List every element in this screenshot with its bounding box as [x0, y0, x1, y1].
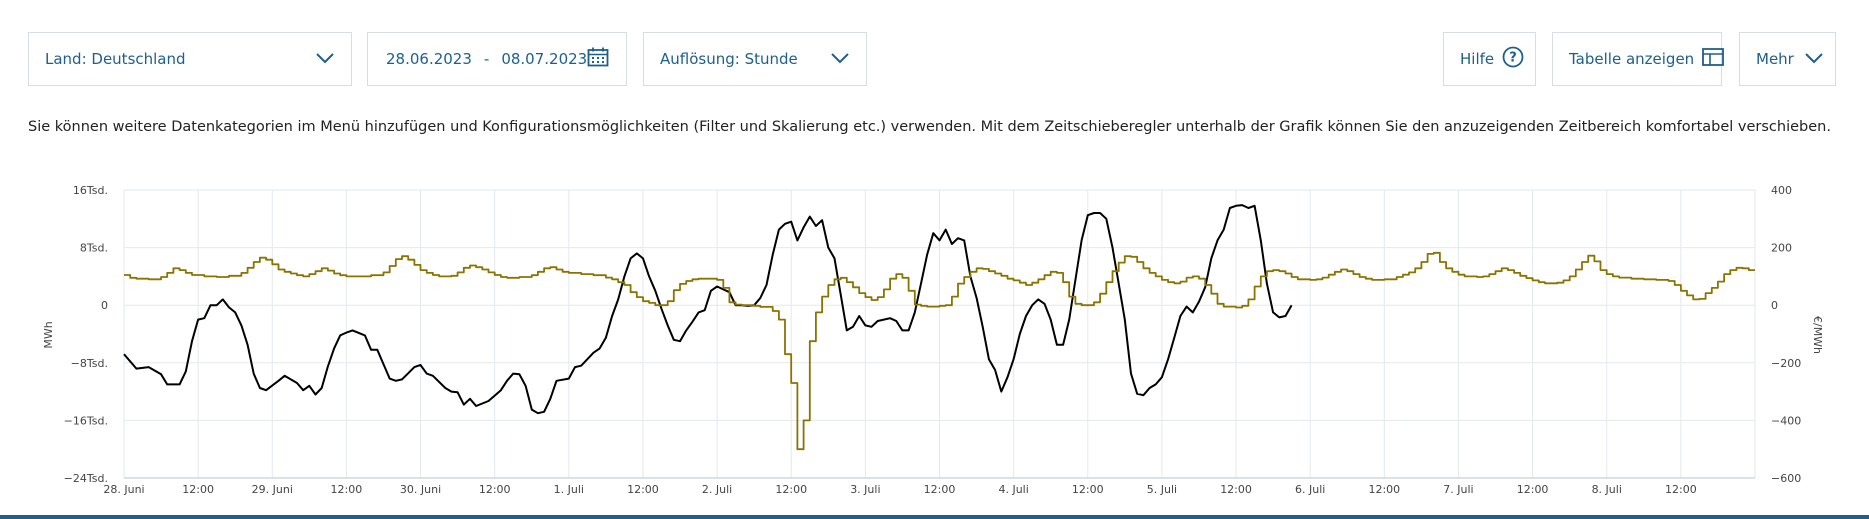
x-tick-label: 4. Juli — [998, 483, 1028, 496]
x-tick-label: 3. Juli — [850, 483, 880, 496]
country-select[interactable]: Land: Deutschland — [28, 32, 352, 86]
y2-axis-title: €/MWh — [1811, 316, 1824, 354]
x-tick-label: 12:00 — [1665, 483, 1697, 496]
y-tick-label: −8Tsd. — [71, 357, 108, 370]
x-tick-label: 12:00 — [1517, 483, 1549, 496]
info-text: Sie können weitere Datenkategorien im Me… — [28, 119, 1831, 135]
x-tick-label: 12:00 — [1368, 483, 1400, 496]
y-axis-title: MWh — [42, 321, 55, 348]
y2-tick-label: −200 — [1771, 357, 1801, 370]
help-button[interactable]: Hilfe ? — [1443, 32, 1536, 86]
chart-grid — [123, 189, 1756, 479]
chevron-down-icon — [315, 50, 335, 68]
y2-tick-label: −400 — [1771, 414, 1801, 427]
x-tick-label: 12:00 — [1220, 483, 1252, 496]
chevron-down-icon — [1804, 50, 1824, 68]
x-tick-label: 12:00 — [182, 483, 214, 496]
calendar-icon[interactable] — [587, 47, 609, 71]
more-menu-label: Mehr — [1756, 50, 1794, 68]
y2-tick-label: 0 — [1771, 299, 1778, 312]
y-tick-label: −16Tsd. — [64, 414, 108, 427]
x-tick-label: 8. Juli — [1592, 483, 1622, 496]
date-from: 28.06.2023 — [386, 50, 472, 68]
y-axis-left: −24Tsd. −16Tsd. −8Tsd. 0 8Tsd. 16Tsd. — [64, 184, 108, 485]
x-tick-label: 12:00 — [924, 483, 956, 496]
y2-tick-label: 400 — [1771, 184, 1792, 197]
table-layout-icon — [1702, 48, 1725, 70]
svg-text:?: ? — [1509, 51, 1517, 66]
y-tick-label: −24Tsd. — [64, 472, 108, 485]
y2-tick-label: −600 — [1771, 472, 1801, 485]
show-table-button[interactable]: Tabelle anzeigen — [1552, 32, 1725, 86]
date-range-picker[interactable]: 28.06.2023 - 08.07.2023 — [367, 32, 627, 86]
x-tick-label: 12:00 — [479, 483, 511, 496]
country-select-label: Land: Deutschland — [45, 50, 186, 68]
y-axis-right: −600 −400 −200 0 200 400 — [1771, 184, 1801, 485]
date-range-text: 28.06.2023 - 08.07.2023 — [386, 50, 587, 68]
more-menu-button[interactable]: Mehr — [1739, 32, 1836, 86]
date-separator: - — [483, 50, 490, 68]
y-tick-label: 8Tsd. — [80, 242, 108, 255]
help-circle-icon: ? — [1502, 46, 1524, 72]
x-tick-label: 1. Juli — [554, 483, 584, 496]
resolution-select[interactable]: Auflösung: Stunde — [643, 32, 867, 86]
x-tick-label: 28. Juni — [103, 483, 144, 496]
x-tick-label: 5. Juli — [1147, 483, 1177, 496]
x-tick-label: 6. Juli — [1295, 483, 1325, 496]
resolution-select-label: Auflösung: Stunde — [660, 50, 798, 68]
y-tick-label: 0 — [101, 299, 108, 312]
series-line-price — [124, 251, 1755, 451]
y-tick-label: 16Tsd. — [73, 184, 108, 197]
x-axis: 28. Juni 12:00 29. Juni 12:00 30. Juni 12:00 1… — [103, 483, 1696, 496]
x-tick-label: 7. Juli — [1443, 483, 1473, 496]
chevron-down-icon — [830, 50, 850, 68]
chart-series — [123, 204, 1755, 451]
series-line-mwh — [123, 204, 1293, 415]
x-tick-label: 2. Juli — [702, 483, 732, 496]
x-tick-label: 12:00 — [1072, 483, 1104, 496]
date-to: 08.07.2023 — [501, 50, 588, 68]
chart: −24Tsd. −16Tsd. −8Tsd. 0 8Tsd. 16Tsd. −600 −40… — [42, 184, 1824, 496]
x-tick-label: 12:00 — [627, 483, 659, 496]
bottom-accent-bar — [0, 515, 1869, 519]
show-table-button-label: Tabelle anzeigen — [1569, 50, 1695, 68]
x-tick-label: 29. Juni — [252, 483, 293, 496]
x-tick-label: 30. Juni — [400, 483, 441, 496]
y2-tick-label: 200 — [1771, 242, 1792, 255]
x-tick-label: 12:00 — [775, 483, 807, 496]
help-button-label: Hilfe — [1460, 50, 1495, 68]
x-tick-label: 12:00 — [331, 483, 363, 496]
